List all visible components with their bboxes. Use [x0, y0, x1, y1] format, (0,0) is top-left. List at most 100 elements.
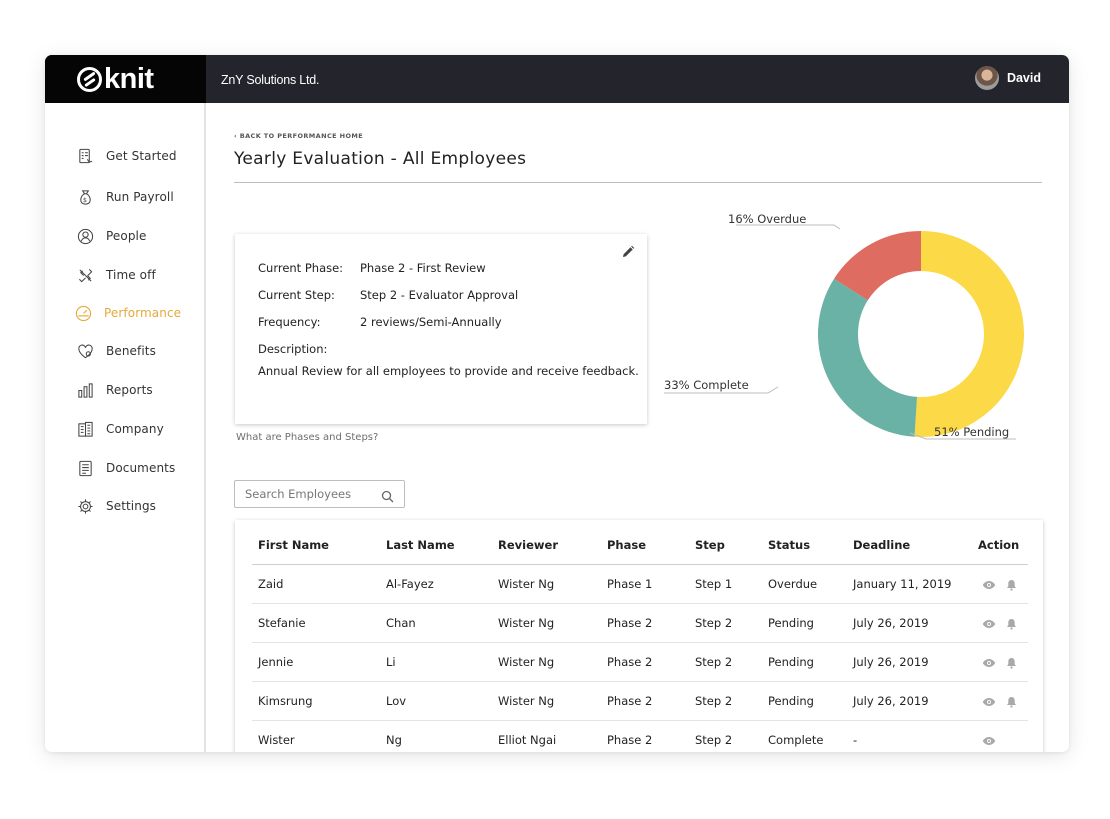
search-input[interactable] [235, 481, 375, 507]
column-header-reviewer[interactable]: Reviewer [498, 538, 558, 552]
building-icon [76, 420, 94, 438]
cell-first-name: Jennie [258, 655, 294, 669]
evaluation-info-card: Current Phase: Phase 2 - First Review Cu… [235, 234, 647, 424]
table-row[interactable]: Zaid Al-Fayez Wister Ng Phase 1 Step 1 Overdu… [252, 565, 1028, 604]
leader-line-complete [664, 386, 779, 394]
title-divider [234, 182, 1042, 183]
logo-text: knit [104, 62, 154, 95]
table-row[interactable]: Stefanie Chan Wister Ng Phase 2 Step 2 Pendin… [252, 604, 1028, 643]
heart-icon [76, 342, 94, 360]
cell-last-name: Ng [386, 733, 402, 747]
cell-reviewer: Wister Ng [498, 616, 555, 630]
sidebar-item-benefits[interactable]: Benefits [76, 339, 156, 363]
donut-slice-pending[interactable] [914, 231, 1024, 437]
cell-first-name: Kimsrung [258, 694, 313, 708]
view-icon[interactable] [982, 619, 1001, 629]
cell-status: Overdue [768, 577, 818, 591]
view-icon[interactable] [982, 697, 1001, 707]
cell-status: Pending [768, 655, 814, 669]
view-icon[interactable] [982, 580, 1001, 590]
cell-deadline: July 26, 2019 [853, 616, 929, 630]
row-actions [982, 682, 1027, 721]
user-menu[interactable]: David [974, 66, 1041, 90]
table-row[interactable]: Jennie Li Wister Ng Phase 2 Step 2 Pending Jul… [252, 643, 1028, 682]
cell-first-name: Stefanie [258, 616, 306, 630]
column-header-first-name[interactable]: First Name [258, 538, 329, 552]
donut-slice-overdue[interactable] [834, 231, 921, 301]
sidebar-item-label: Reports [106, 383, 153, 397]
avatar[interactable] [974, 66, 999, 90]
sidebar-item-people[interactable]: People [76, 224, 146, 248]
cell-step: Step 2 [695, 733, 733, 747]
bell-icon[interactable] [1006, 579, 1022, 591]
view-icon[interactable] [982, 658, 1001, 668]
sidebar: Get Started $ Run Payroll People Time of… [45, 103, 206, 752]
sidebar-item-performance[interactable]: Performance [74, 301, 181, 325]
search-icon[interactable] [381, 488, 394, 503]
leader-line-overdue [736, 224, 841, 230]
cell-phase: Phase 1 [607, 577, 653, 591]
cell-deadline: January 11, 2019 [853, 577, 952, 591]
cell-status: Pending [768, 694, 814, 708]
sidebar-item-label: Get Started [106, 149, 177, 163]
view-icon[interactable] [982, 736, 1001, 746]
sidebar-item-get-started[interactable]: Get Started [76, 144, 177, 168]
row-actions [982, 643, 1027, 682]
donut-slice-complete[interactable] [818, 278, 918, 437]
sidebar-item-label: Documents [106, 461, 176, 475]
sidebar-item-company[interactable]: Company [76, 417, 164, 441]
logo[interactable]: knit [45, 55, 206, 103]
cell-reviewer: Wister Ng [498, 655, 555, 669]
frequency-label: Frequency: [258, 315, 321, 329]
cell-reviewer: Wister Ng [498, 694, 555, 708]
app-window: knit ZnY Solutions Ltd. David Get Starte… [45, 55, 1069, 752]
top-bar: knit ZnY Solutions Ltd. David [45, 55, 1069, 103]
person-icon [76, 227, 94, 245]
sidebar-item-reports[interactable]: Reports [76, 378, 153, 402]
cell-phase: Phase 2 [607, 694, 653, 708]
company-name: ZnY Solutions Ltd. [221, 73, 320, 87]
cell-last-name: Li [386, 655, 396, 669]
column-header-deadline[interactable]: Deadline [853, 538, 911, 552]
sidebar-item-documents[interactable]: Documents [76, 456, 175, 480]
column-header-phase[interactable]: Phase [607, 538, 647, 552]
bell-icon[interactable] [1006, 657, 1022, 669]
sidebar-item-time-off[interactable]: Time off [76, 263, 156, 287]
description-value: Annual Review for all employees to provi… [258, 364, 639, 378]
current-step-value: Step 2 - Evaluator Approval [360, 288, 519, 302]
main-content: ‹ BACK TO PERFORMANCE HOME Yearly Evalua… [208, 103, 1069, 752]
cell-deadline: July 26, 2019 [853, 655, 929, 669]
cell-phase: Phase 2 [607, 655, 653, 669]
pencil-icon[interactable] [621, 244, 635, 258]
cell-status: Complete [768, 733, 824, 747]
employees-table: First Name Last Name Reviewer Phase Step… [235, 520, 1043, 752]
column-header-step[interactable]: Step [695, 538, 725, 552]
sidebar-item-run-payroll[interactable]: $ Run Payroll [76, 185, 174, 209]
sidebar-item-settings[interactable]: Settings [76, 494, 156, 518]
column-header-status[interactable]: Status [768, 538, 811, 552]
cell-step: Step 1 [695, 577, 733, 591]
table-row[interactable]: Kimsrung Lov Wister Ng Phase 2 Step 2 Pending… [252, 682, 1028, 721]
row-actions [982, 565, 1027, 604]
column-header-last-name[interactable]: Last Name [386, 538, 455, 552]
gauge-icon [74, 304, 92, 322]
bell-icon[interactable] [1006, 618, 1022, 630]
table-row[interactable]: Wister Ng Elliot Ngai Phase 2 Step 2 Complete… [252, 721, 1028, 752]
cell-last-name: Chan [386, 616, 416, 630]
back-link[interactable]: ‹ BACK TO PERFORMANCE HOME [234, 132, 364, 140]
document-icon [76, 459, 94, 477]
chart-label-overdue: 16% Overdue [728, 212, 807, 226]
row-actions [982, 604, 1027, 643]
sidebar-item-label: Run Payroll [106, 190, 174, 204]
sidebar-item-label: Performance [104, 306, 182, 320]
description-label: Description: [258, 342, 328, 356]
knit-logo-icon [77, 66, 102, 92]
row-actions [982, 721, 1006, 752]
bell-icon[interactable] [1006, 696, 1022, 708]
user-name[interactable]: David [1006, 71, 1041, 85]
status-donut-chart: 16% Overdue 33% Complete 51% Pending [658, 203, 1058, 453]
cell-first-name: Wister [258, 733, 295, 747]
phases-steps-help-link[interactable]: What are Phases and Steps? [236, 432, 379, 443]
search-employees[interactable] [234, 480, 405, 508]
cell-deadline: - [853, 733, 858, 747]
